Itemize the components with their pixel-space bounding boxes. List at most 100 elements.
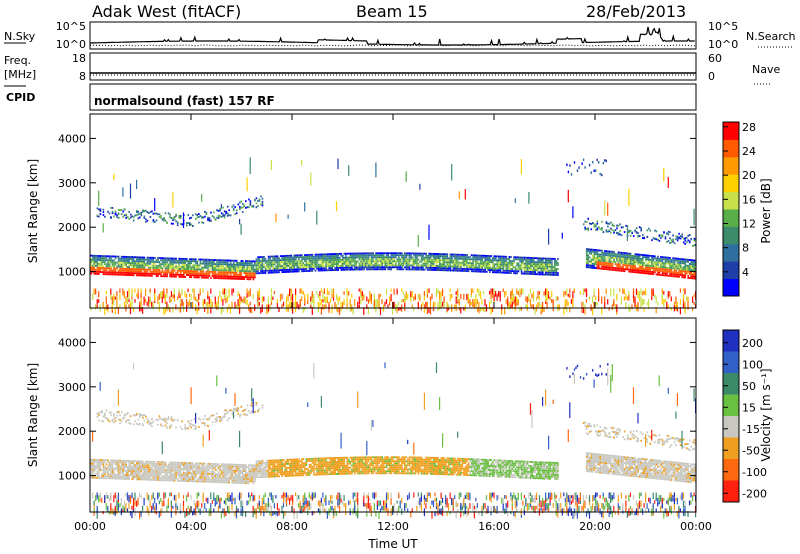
echo-cell bbox=[687, 274, 689, 277]
echo-cell bbox=[417, 258, 420, 261]
echo-cell bbox=[681, 266, 683, 269]
echo-cell bbox=[645, 254, 647, 257]
echo-cell bbox=[469, 266, 471, 269]
echo-cell bbox=[531, 293, 533, 299]
echo-cell bbox=[219, 215, 221, 218]
echo-cell bbox=[245, 206, 247, 209]
echo-cell bbox=[105, 469, 108, 472]
echo-cell bbox=[217, 217, 220, 220]
echo-cell bbox=[113, 467, 115, 470]
echo-cell bbox=[198, 274, 200, 277]
echo-cell bbox=[167, 271, 170, 274]
echo-cell bbox=[423, 268, 426, 271]
echo-cell bbox=[317, 257, 320, 260]
echo-cell bbox=[507, 296, 509, 301]
echo-cell bbox=[152, 262, 155, 265]
echo-cell bbox=[246, 260, 249, 263]
echo-cell bbox=[507, 257, 509, 260]
echo-cell bbox=[648, 270, 650, 273]
echo-cell bbox=[176, 267, 179, 270]
echo-cell bbox=[458, 267, 461, 270]
echo-cell bbox=[157, 273, 159, 275]
echo-cell bbox=[595, 296, 597, 301]
echo-cell bbox=[614, 253, 617, 256]
echo-cell bbox=[232, 267, 235, 270]
echo-cell bbox=[93, 264, 96, 267]
echo-cell bbox=[611, 254, 614, 257]
echo-cell bbox=[428, 256, 430, 259]
echo-cell bbox=[269, 263, 271, 266]
echo-cell bbox=[246, 177, 248, 192]
echo-cell bbox=[282, 259, 285, 261]
echo-cell bbox=[425, 262, 427, 265]
echo-cell bbox=[289, 262, 291, 265]
echo-cell bbox=[551, 273, 553, 276]
echo-cell bbox=[205, 274, 208, 277]
echo-cell bbox=[105, 265, 108, 268]
echo-cell bbox=[373, 293, 375, 301]
echo-cell bbox=[439, 301, 441, 310]
echo-cell bbox=[289, 258, 291, 261]
echo-cell bbox=[178, 291, 180, 296]
echo-cell bbox=[616, 265, 618, 268]
echo-cell bbox=[611, 262, 614, 265]
echo-cell bbox=[423, 293, 425, 301]
echo-cell bbox=[682, 241, 685, 244]
echo-cell bbox=[370, 262, 373, 265]
echo-cell bbox=[317, 259, 320, 262]
echo-cell bbox=[626, 256, 629, 259]
echo-cell bbox=[231, 259, 233, 262]
echo-cell bbox=[454, 255, 456, 258]
echo-cell bbox=[213, 263, 215, 265]
echo-cell bbox=[132, 266, 135, 269]
echo-cell bbox=[358, 268, 361, 271]
echo-cell bbox=[667, 258, 670, 261]
echo-cell bbox=[90, 470, 93, 473]
echo-cell bbox=[202, 268, 205, 271]
echo-cell bbox=[102, 267, 105, 270]
echo-cell bbox=[126, 216, 129, 218]
echo-cell bbox=[643, 254, 646, 257]
echo-cell bbox=[199, 258, 202, 261]
echo-cell bbox=[685, 272, 688, 275]
echo-cell bbox=[526, 258, 529, 261]
echo-cell bbox=[598, 226, 600, 229]
echo-cell bbox=[278, 257, 280, 260]
echo-cell bbox=[489, 267, 491, 269]
echo-cell bbox=[437, 255, 439, 257]
echo-cell bbox=[234, 206, 236, 209]
echo-cell bbox=[258, 266, 261, 269]
echo-cell bbox=[126, 260, 129, 262]
echo-cell bbox=[237, 304, 239, 310]
echo-cell bbox=[410, 264, 412, 267]
echo-cell bbox=[588, 250, 591, 253]
echo-cell bbox=[470, 258, 473, 261]
echo-cell bbox=[616, 227, 618, 230]
echo-cell bbox=[439, 265, 441, 267]
echo-cell bbox=[170, 265, 173, 268]
echo-cell bbox=[378, 264, 380, 267]
echo-cell bbox=[651, 273, 653, 275]
echo-cell bbox=[467, 268, 470, 271]
echo-cell bbox=[532, 269, 535, 271]
echo-cell bbox=[201, 216, 203, 219]
echo-cell bbox=[439, 253, 441, 255]
echo-cell bbox=[542, 273, 544, 276]
echo-cell bbox=[528, 192, 530, 204]
echo-cell bbox=[173, 259, 176, 262]
echo-cell bbox=[278, 267, 280, 270]
echo-cell bbox=[110, 271, 112, 274]
echo-cell bbox=[125, 266, 127, 268]
echo-cell bbox=[245, 274, 247, 277]
echo-cell bbox=[136, 258, 138, 261]
echo-cell bbox=[413, 262, 415, 265]
echo-cell bbox=[687, 301, 689, 310]
echo-cell bbox=[464, 256, 467, 258]
echo-cell bbox=[99, 411, 102, 414]
echo-cell bbox=[163, 273, 165, 276]
echo-cell bbox=[101, 461, 103, 463]
echo-cell bbox=[184, 272, 186, 274]
echo-cell bbox=[449, 293, 451, 302]
echo-cell bbox=[410, 252, 412, 255]
echo-cell bbox=[405, 256, 408, 259]
